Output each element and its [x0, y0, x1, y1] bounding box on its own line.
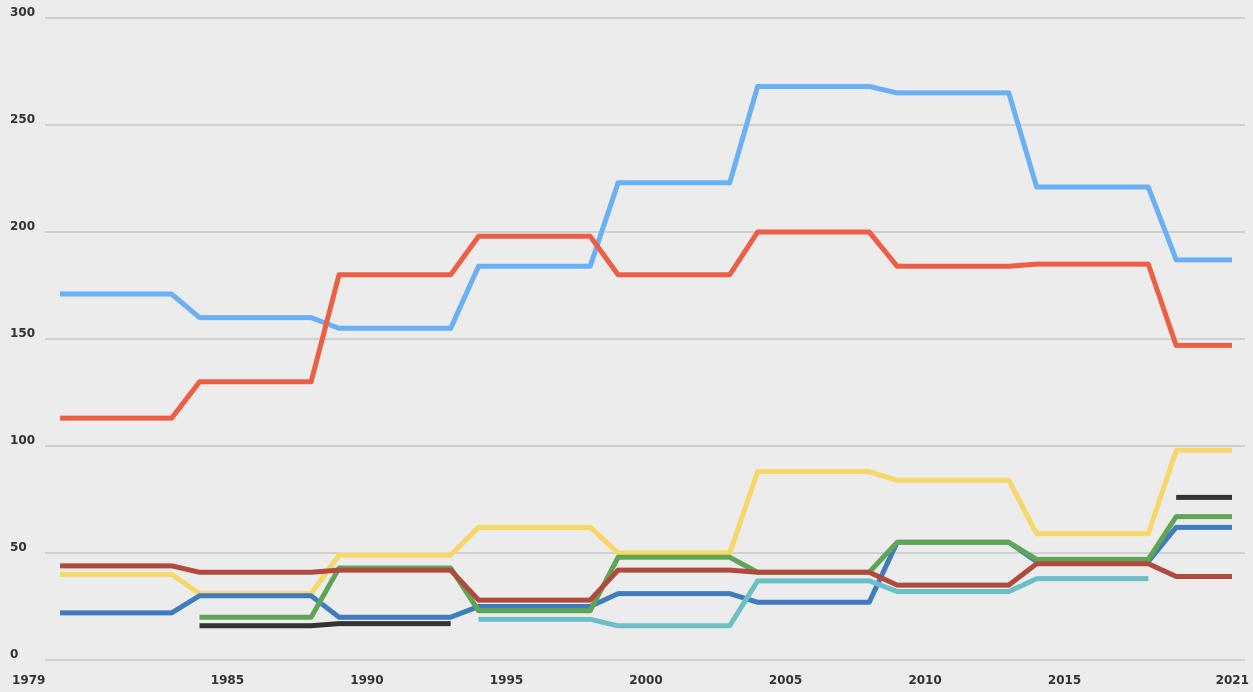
series-line — [478, 576, 1149, 629]
y-tick-label: 50 — [10, 540, 27, 554]
series-line — [60, 83, 1232, 331]
x-tick-label: 1985 — [211, 673, 244, 687]
series-line — [199, 494, 1232, 629]
series-line — [60, 229, 1232, 421]
x-tick-label: 1995 — [490, 673, 523, 687]
y-tick-label: 250 — [10, 112, 35, 126]
y-tick-label: 150 — [10, 326, 35, 340]
y-tick-label: 100 — [10, 433, 35, 447]
x-tick-label: 2015 — [1048, 673, 1081, 687]
x-tick-label: 1990 — [350, 673, 383, 687]
x-tick-label: 2010 — [908, 673, 941, 687]
y-tick-label: 200 — [10, 219, 35, 233]
x-tick-label: 2005 — [769, 673, 802, 687]
x-tick-label: 2000 — [629, 673, 662, 687]
x-tick-label: 2021 — [1216, 673, 1249, 687]
y-tick-label: 300 — [10, 5, 35, 19]
x-tick-label: 1979 — [12, 673, 45, 687]
series-line — [60, 561, 1232, 603]
y-tick-label: 0 — [10, 647, 18, 661]
